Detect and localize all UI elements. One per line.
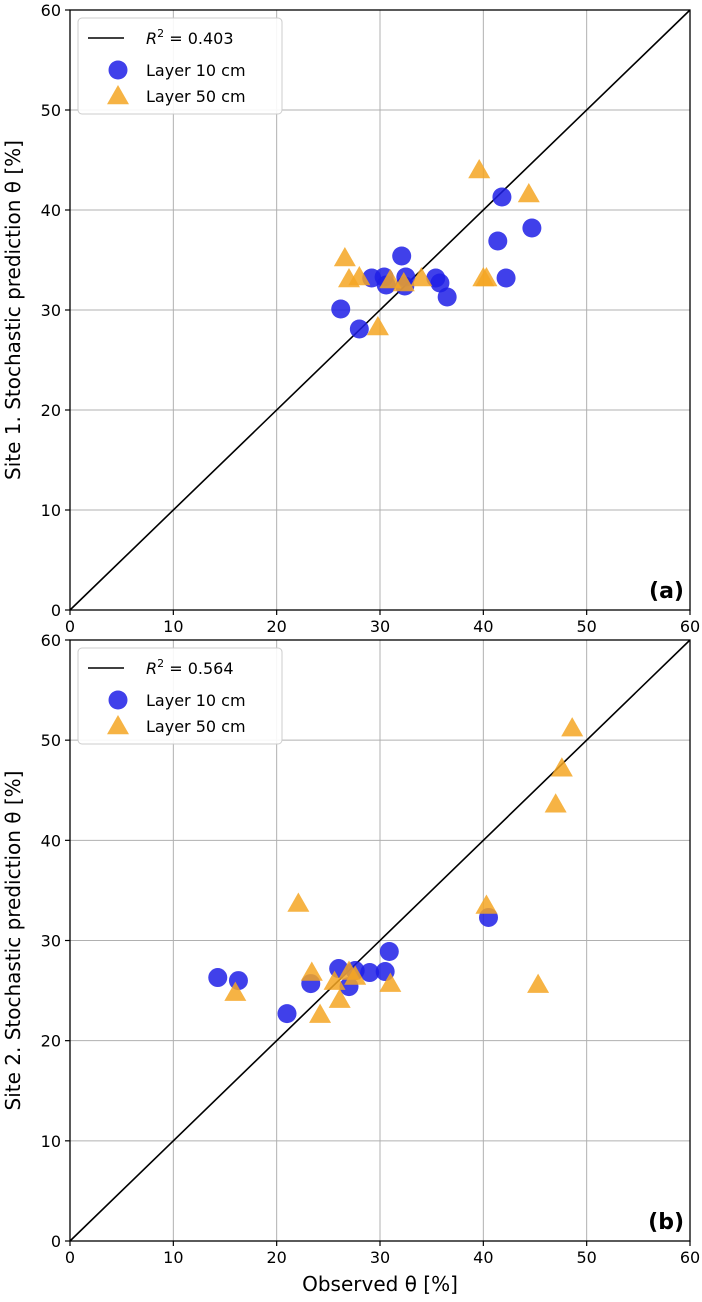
panel-label: (a) (649, 579, 684, 604)
data-point-layer-10cm (208, 968, 228, 988)
y-tick-label: 50 (41, 101, 61, 120)
legend-label-series: Layer 10 cm (146, 691, 246, 710)
data-point-layer-50cm (475, 894, 498, 914)
legend-swatch-triangle (107, 85, 129, 105)
legend-label-r2: R2 = 0.403 (146, 27, 234, 48)
x-tick-label: 40 (473, 617, 493, 636)
data-point-layer-50cm (366, 316, 389, 336)
r2-superscript: 2 (157, 657, 164, 670)
y-tick-label: 20 (41, 1032, 61, 1051)
data-point-layer-50cm (287, 892, 310, 912)
r2-superscript: 2 (157, 27, 164, 40)
data-point-layer-50cm (527, 973, 550, 993)
x-tick-label: 0 (65, 617, 75, 636)
legend-swatch-circle (108, 60, 128, 80)
x-tick-label: 30 (370, 617, 390, 636)
legend-swatch-circle (108, 690, 128, 710)
x-tick-label: 10 (163, 617, 183, 636)
data-point-layer-50cm (468, 159, 491, 179)
x-tick-label: 50 (576, 1248, 596, 1267)
data-point-layer-10cm (496, 268, 516, 288)
y-tick-label: 30 (41, 932, 61, 951)
x-tick-label: 10 (163, 1248, 183, 1267)
data-point-layer-10cm (488, 231, 508, 251)
data-point-layer-50cm (379, 972, 402, 992)
x-tick-label: 40 (473, 1248, 493, 1267)
data-point-layer-10cm (392, 246, 412, 266)
y-axis-label: Site 2. Stochastic prediction θ [%] (1, 771, 25, 1111)
data-point-layer-50cm (224, 981, 247, 1001)
data-point-layer-50cm (475, 267, 498, 287)
legend-label-series: Layer 10 cm (146, 61, 246, 80)
data-point-layer-50cm (309, 1003, 332, 1023)
r2-symbol: R (146, 29, 157, 48)
data-point-layer-10cm (349, 319, 369, 339)
legend-swatch-triangle (107, 715, 129, 735)
r2-symbol: R (146, 659, 157, 678)
y-axis-label: Site 1. Stochastic prediction θ [%] (1, 140, 25, 480)
data-point-layer-10cm (360, 963, 380, 983)
data-point-layer-10cm (430, 273, 450, 293)
y-tick-label: 60 (41, 631, 61, 650)
r2-value: = 0.403 (164, 29, 233, 48)
y-tick-label: 10 (41, 1132, 61, 1151)
y-tick-label: 20 (41, 401, 61, 420)
data-point-layer-50cm (333, 247, 356, 267)
r2-value: = 0.564 (164, 659, 233, 678)
x-tick-label: 20 (266, 1248, 286, 1267)
data-point-layer-50cm (517, 183, 540, 203)
legend: R2 = 0.403 Layer 10 cm Layer 50 cm (77, 17, 283, 115)
data-point-layer-50cm (392, 272, 415, 292)
y-tick-label: 10 (41, 501, 61, 520)
legend-label-series: Layer 50 cm (146, 87, 246, 106)
x-tick-label: 50 (576, 617, 596, 636)
data-point-layer-10cm (522, 218, 542, 238)
data-point-layer-10cm (379, 942, 399, 962)
scatter-panel-site-2: 0 10 20 30 40 50 60 0 10 20 30 40 50 60 Site 2. Stocha… (1, 631, 700, 1296)
x-tick-label: 30 (370, 1248, 390, 1267)
data-point-layer-50cm (323, 970, 346, 990)
data-point-layer-50cm (550, 757, 573, 777)
y-tick-label: 30 (41, 301, 61, 320)
data-point-layer-50cm (561, 717, 584, 737)
legend-box (77, 647, 283, 745)
one-to-one-line (69, 639, 691, 1242)
y-tick-label: 0 (51, 601, 61, 620)
legend-label-series: Layer 50 cm (146, 717, 246, 736)
y-tick-label: 40 (41, 201, 61, 220)
data-point-layer-50cm (328, 988, 351, 1008)
x-tick-label: 60 (680, 617, 700, 636)
panel-label: (b) (648, 1210, 684, 1235)
data-point-layer-10cm (437, 287, 457, 307)
data-point-layer-50cm (344, 965, 367, 985)
data-point-layer-10cm (331, 299, 351, 319)
data-point-layer-50cm (544, 793, 567, 813)
data-point-layer-10cm (277, 1004, 297, 1024)
x-tick-label: 0 (65, 1248, 75, 1267)
y-tick-label: 50 (41, 731, 61, 750)
y-tick-label: 0 (51, 1232, 61, 1251)
data-point-layer-10cm (492, 187, 512, 207)
data-point-layer-50cm (300, 961, 323, 981)
data-point-layer-50cm (410, 267, 433, 287)
x-tick-label: 20 (266, 617, 286, 636)
data-point-layer-50cm (348, 266, 371, 286)
x-tick-label: 60 (680, 1248, 700, 1267)
legend-label-r2: R2 = 0.564 (146, 657, 234, 678)
x-axis-label: Observed θ [%] (302, 1272, 458, 1296)
one-to-one-line (69, 9, 691, 611)
data-point-layer-50cm (379, 269, 402, 289)
y-tick-label: 60 (41, 1, 61, 20)
legend-box (77, 17, 283, 115)
scatter-panel-site-1: 0 10 20 30 40 50 60 0 10 20 30 40 50 60 Site 1. Stocha… (1, 1, 700, 636)
legend: R2 = 0.564 Layer 10 cm Layer 50 cm (77, 647, 283, 745)
y-tick-label: 40 (41, 831, 61, 850)
